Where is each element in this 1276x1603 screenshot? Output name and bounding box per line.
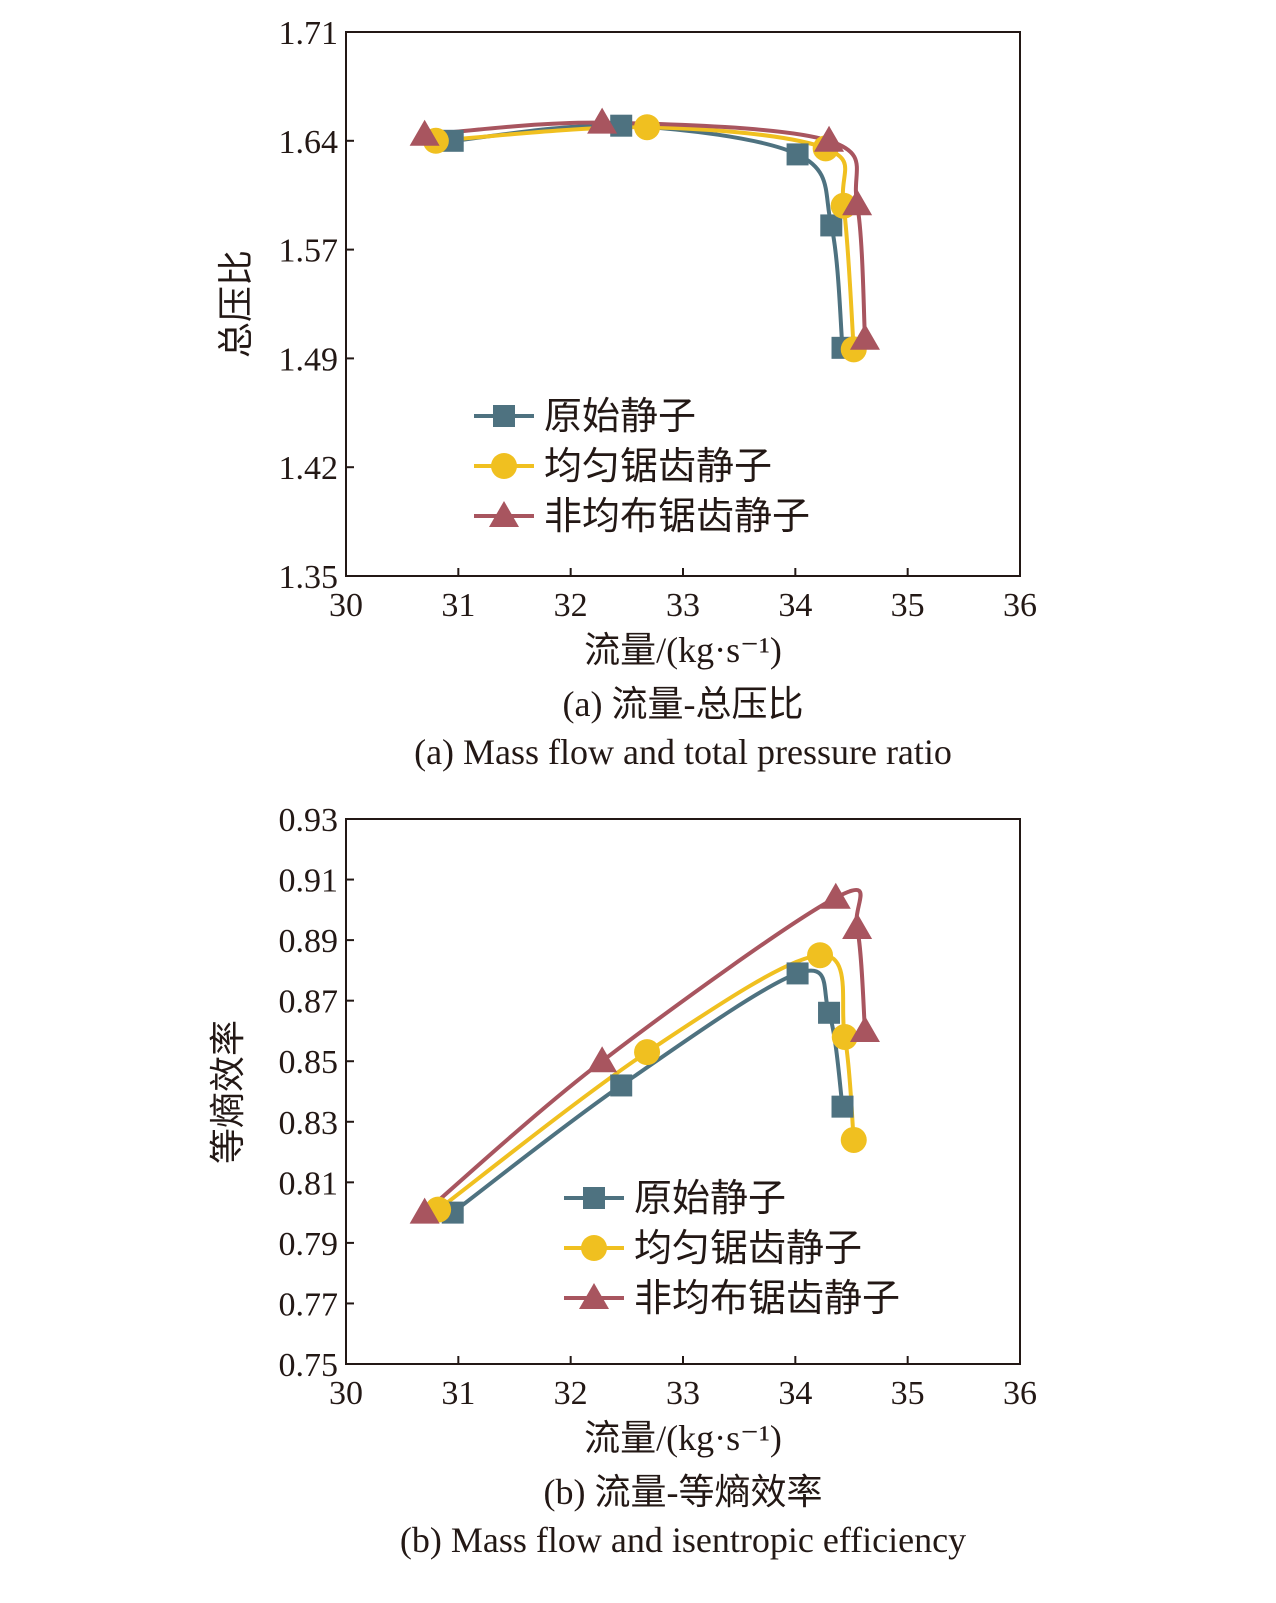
- chart-b-ytick-label: 0.91: [279, 863, 339, 900]
- chart-a-legend-marker-1: [493, 405, 515, 427]
- chart-a-xtick-label: 36: [1003, 587, 1037, 624]
- chart-b-data-point-3: [820, 882, 851, 909]
- chart-a-data-point-1: [610, 114, 633, 137]
- chart-a-xtick-label: 33: [666, 587, 700, 624]
- chart-b-ytick-label: 0.93: [279, 802, 339, 839]
- chart-a-xtick-label: 31: [441, 587, 475, 624]
- chart-b-legend-marker-2: [581, 1235, 607, 1261]
- chart-a-caption-cn: (a) 流量-总压比: [563, 684, 804, 724]
- chart-a-data-point-3: [814, 125, 845, 152]
- chart-b-data-point-2: [831, 1024, 858, 1050]
- chart-b-legend-label-2: 均匀锯齿静子: [634, 1228, 862, 1270]
- chart-a-xtick-label: 34: [778, 587, 812, 624]
- chart-a-data-point-2: [634, 114, 661, 141]
- chart-b-data-point-1: [831, 1095, 854, 1118]
- chart-a-xlabel: 流量/(kg·s⁻¹): [584, 630, 782, 670]
- chart-b-data-point-1: [818, 1001, 841, 1024]
- chart-a-data-point-3: [849, 323, 880, 350]
- chart-a-data-point-1: [820, 214, 843, 237]
- chart-a-legend-label-2: 均匀锯齿静子: [544, 446, 772, 488]
- chart-a-xtick-label: 32: [554, 587, 588, 624]
- chart-b-legend-marker-1: [583, 1187, 605, 1209]
- chart-a-xtick-label: 30: [329, 587, 363, 624]
- chart-b-ytick-label: 0.79: [279, 1226, 339, 1263]
- chart-b-caption-en: (b) Mass flow and isentropic efficiency: [400, 1520, 966, 1560]
- chart-a-legend-marker-3: [489, 501, 519, 527]
- chart-a-xtick-label: 35: [891, 587, 925, 624]
- chart-b-caption-cn: (b) 流量-等熵效率: [544, 1472, 823, 1512]
- chart-b-ytick-label: 0.77: [279, 1286, 339, 1323]
- chart-b-data-point-3: [842, 913, 873, 939]
- chart-a-ytick-label: 1.71: [279, 15, 339, 52]
- chart-b-ytick-label: 0.87: [279, 984, 339, 1021]
- chart-b-xtick-label: 30: [329, 1375, 363, 1412]
- chart-b-xlabel: 流量/(kg·s⁻¹): [584, 1418, 782, 1458]
- chart-a-series-line-3: [424, 120, 867, 339]
- chart-a-ytick-label: 1.49: [279, 341, 339, 378]
- chart-b: 0.75 0.77 0.79 0.81 0.83 0.85 0.87 0.89 0.91 0.93…: [208, 802, 1037, 1560]
- chart-b-data-point-3: [587, 1046, 618, 1073]
- chart-b-xtick-label: 31: [441, 1375, 475, 1412]
- chart-b-data-point-3: [849, 1015, 880, 1042]
- chart-a-data-point-1: [786, 143, 809, 166]
- chart-a-series-line-1: [452, 123, 845, 348]
- chart-b-ytick-label: 0.81: [279, 1165, 339, 1202]
- chart-b-data-point-1: [786, 962, 809, 985]
- chart-b-ytick-label: 0.85: [279, 1044, 339, 1081]
- chart-b-legend-label-3: 非均布锯齿静子: [634, 1278, 900, 1320]
- chart-b-data-point-3: [409, 1197, 440, 1224]
- chart-b-legend-label-1: 原始静子: [634, 1178, 786, 1220]
- chart-a-ytick-label: 1.35: [279, 559, 339, 596]
- chart-a-legend-label-1: 原始静子: [544, 396, 696, 438]
- chart-a-data-point-3: [587, 107, 618, 134]
- chart-a-caption-en: (a) Mass flow and total pressure ratio: [414, 732, 952, 772]
- chart-b-data-point-2: [840, 1126, 867, 1153]
- chart-a-data-point-3: [842, 189, 873, 216]
- chart-b-xtick-label: 34: [778, 1375, 812, 1412]
- chart-b-data-point-1: [610, 1074, 633, 1097]
- chart-a-legend-label-3: 非均布锯齿静子: [544, 496, 810, 538]
- chart-a-ytick-label: 1.64: [279, 124, 339, 161]
- chart-b-data-point-2: [634, 1039, 661, 1066]
- chart-b-series-line-3: [423, 888, 867, 1215]
- chart-b-xtick-label: 36: [1003, 1375, 1037, 1412]
- chart-b-xtick-label: 35: [891, 1375, 925, 1412]
- chart-a-ytick-label: 1.57: [279, 233, 339, 270]
- chart-a-ylabel: 总压比: [216, 250, 256, 358]
- chart-a-legend-marker-2: [491, 453, 517, 479]
- chart-a-frame: [345, 31, 1021, 577]
- chart-b-series-line-2: [436, 953, 856, 1212]
- chart-b-ytick-label: 0.83: [279, 1105, 339, 1142]
- chart-b-xtick-label: 33: [666, 1375, 700, 1412]
- chart-b-ytick-label: 0.89: [279, 923, 339, 960]
- chart-b-data-point-2: [807, 942, 834, 969]
- chart-a-data-point-3: [409, 119, 440, 146]
- chart-b-legend-marker-3: [579, 1283, 609, 1309]
- chart-b-ytick-label: 0.75: [279, 1347, 339, 1384]
- chart-b-series-line-1: [451, 968, 845, 1215]
- chart-b-ylabel: 等熵效率: [208, 1020, 248, 1164]
- chart-a-series-line-2: [435, 125, 856, 350]
- chart-a-ytick-label: 1.42: [279, 450, 339, 487]
- chart-a: 1.351.421.491.571.641.71 30 31 32 33 34 35 36 …: [216, 15, 1037, 772]
- chart-b-xtick-label: 32: [554, 1375, 588, 1412]
